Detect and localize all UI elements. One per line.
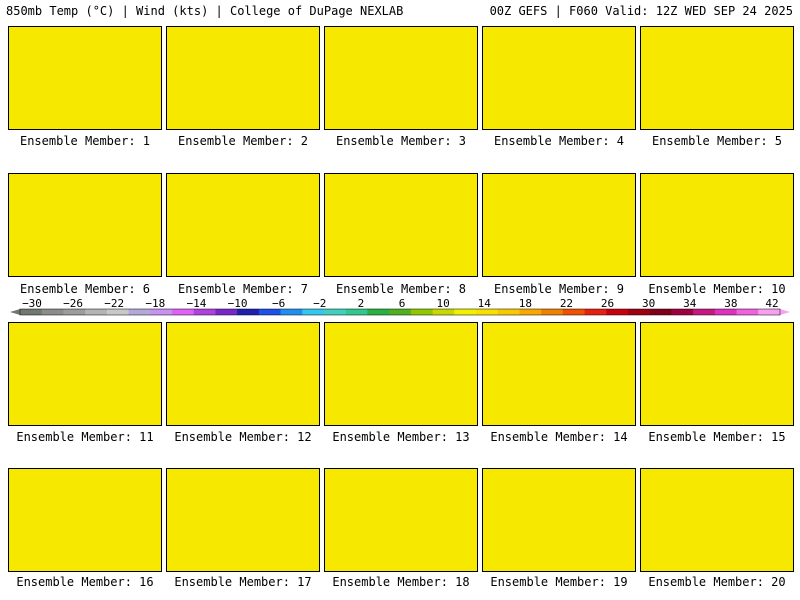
ensemble-member-map: [324, 468, 478, 572]
temperature-colorbar: −30 −26 −22 −18 −14 −10 −6 −2 2 6 10 14 18 22 26 30 34 38…: [10, 297, 790, 316]
ensemble-member-label: Ensemble Member: 4: [493, 134, 625, 148]
colorbar-swatch: [693, 309, 716, 315]
colorbar-tick-label: −18: [145, 297, 165, 310]
ensemble-member-map: [482, 26, 636, 130]
ensemble-member-label: Ensemble Member: 13: [332, 430, 470, 444]
colorbar-swatch: [367, 309, 390, 315]
ensemble-member-map: [482, 173, 636, 277]
colorbar-swatch: [671, 309, 694, 315]
colorbar-tick-label: 22: [560, 297, 573, 310]
ensemble-member-label: Ensemble Member: 10: [648, 282, 786, 296]
colorbar-swatch: [215, 309, 238, 315]
ensemble-member-map: [8, 322, 162, 426]
model-run-info: 00Z GEFS | F060 Valid: 12Z WED SEP 24 20…: [489, 4, 793, 18]
ensemble-member-label: Ensemble Member: 7: [177, 282, 309, 296]
colorbar-swatch: [628, 309, 651, 315]
colorbar-tick-label: −22: [104, 297, 124, 310]
colorbar-swatch: [63, 309, 86, 315]
colorbar-swatch: [41, 309, 64, 315]
colorbar-swatch: [497, 309, 520, 315]
colorbar-swatch: [606, 309, 629, 315]
colorbar-swatch: [302, 309, 325, 315]
colorbar-swatch: [345, 309, 368, 315]
colorbar-swatch: [432, 309, 455, 315]
ensemble-member-map: [640, 26, 794, 130]
ensemble-member-label: Ensemble Member: 14: [490, 430, 628, 444]
ensemble-member-label: Ensemble Member: 12: [174, 430, 312, 444]
colorbar-tick-label: −14: [187, 297, 207, 310]
colorbar-swatch: [172, 309, 195, 315]
colorbar-swatch: [758, 309, 781, 315]
ensemble-member-map: [8, 26, 162, 130]
colorbar-tick-label: 18: [519, 297, 532, 310]
colorbar-swatch: [85, 309, 108, 315]
ensemble-member-map: [8, 468, 162, 572]
ensemble-member-map: [324, 26, 478, 130]
colorbar-swatch: [324, 309, 347, 315]
ensemble-member-label: Ensemble Member: 20: [648, 575, 786, 589]
colorbar-tick-label: 26: [601, 297, 614, 310]
ensemble-member-label: Ensemble Member: 18: [332, 575, 470, 589]
ensemble-member-label: Ensemble Member: 9: [493, 282, 625, 296]
ensemble-member-map: [166, 322, 320, 426]
colorbar-swatch: [193, 309, 216, 315]
colorbar-tick-label: 30: [642, 297, 655, 310]
ensemble-member-map: [482, 322, 636, 426]
ensemble-member-map: [482, 468, 636, 572]
colorbar-tick-label: 6: [399, 297, 406, 310]
colorbar-tick-label: 14: [478, 297, 492, 310]
colorbar-tick-label: −2: [313, 297, 326, 310]
ensemble-member-label: Ensemble Member: 8: [335, 282, 467, 296]
ensemble-member-label: Ensemble Member: 11: [16, 430, 154, 444]
ensemble-member-map: [166, 468, 320, 572]
colorbar-swatch: [562, 309, 586, 315]
colorbar-max-arrow: [780, 309, 790, 315]
ensemble-member-label: Ensemble Member: 17: [174, 575, 312, 589]
colorbar-swatch: [736, 309, 759, 315]
colorbar-swatch: [541, 309, 564, 315]
ensemble-member-map: [324, 322, 478, 426]
colorbar-tick-label: 34: [683, 297, 697, 310]
colorbar-swatch: [280, 309, 303, 315]
ensemble-member-map: [640, 322, 794, 426]
colorbar-swatch: [454, 309, 477, 315]
colorbar-swatch: [714, 309, 738, 315]
colorbar-swatch: [106, 309, 130, 315]
colorbar-tick-label: −6: [272, 297, 285, 310]
colorbar-min-arrow: [10, 309, 20, 315]
colorbar-tick-label: 10: [436, 297, 449, 310]
colorbar-tick-label: 2: [358, 297, 365, 310]
colorbar-swatch: [237, 309, 260, 315]
colorbar-tick-label: −26: [63, 297, 83, 310]
colorbar-swatch: [128, 309, 151, 315]
ensemble-member-label: Ensemble Member: 16: [16, 575, 154, 589]
ensemble-member-map: [166, 173, 320, 277]
ensemble-member-map: [166, 26, 320, 130]
colorbar-swatch: [476, 309, 499, 315]
map-title: 850mb Temp (°C) | Wind (kts) | College o…: [6, 4, 404, 18]
colorbar-swatch: [519, 309, 542, 315]
colorbar-swatch: [258, 309, 282, 315]
ensemble-member-map: [324, 173, 478, 277]
ensemble-member-label: Ensemble Member: 19: [490, 575, 628, 589]
ensemble-member-label: Ensemble Member: 2: [177, 134, 309, 148]
colorbar-swatch: [150, 309, 173, 315]
ensemble-member-label: Ensemble Member: 1: [19, 134, 151, 148]
colorbar-tick-label: 42: [765, 297, 778, 310]
colorbar-tick-label: 38: [724, 297, 737, 310]
colorbar-swatch: [20, 309, 43, 315]
ensemble-member-label: Ensemble Member: 6: [19, 282, 151, 296]
ensemble-member-map: [640, 468, 794, 572]
colorbar-swatch: [649, 309, 672, 315]
colorbar-swatch: [584, 309, 607, 315]
colorbar-swatch: [410, 309, 434, 315]
ensemble-member-label: Ensemble Member: 5: [651, 134, 783, 148]
ensemble-member-label: Ensemble Member: 3: [335, 134, 467, 148]
ensemble-member-map: [8, 173, 162, 277]
colorbar-tick-label: −10: [228, 297, 248, 310]
colorbar-tick-label: −30: [22, 297, 42, 310]
ensemble-member-map: [640, 173, 794, 277]
ensemble-member-label: Ensemble Member: 15: [648, 430, 786, 444]
colorbar-swatch: [389, 309, 412, 315]
